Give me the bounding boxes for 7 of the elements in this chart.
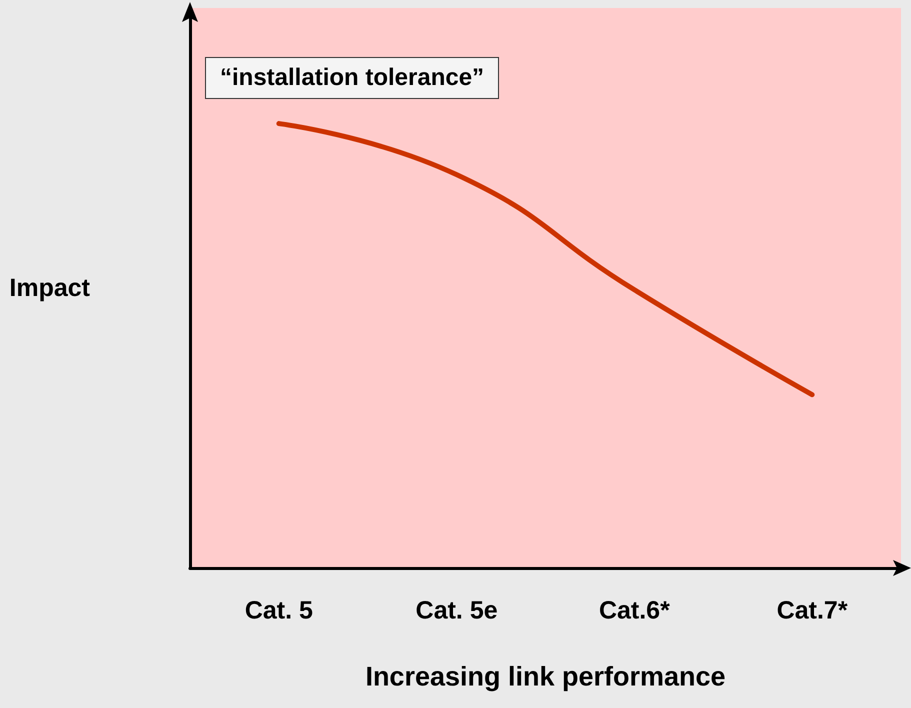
y-axis-title: Impact xyxy=(9,274,91,302)
text: “installation tolerance” xyxy=(205,57,500,99)
x-axis-title: Increasing link performance xyxy=(365,662,726,692)
x-tick-label: Cat.7* xyxy=(776,596,848,624)
x-tick-label: Cat. 5 xyxy=(244,596,314,624)
x-tick-label: Cat. 5e xyxy=(416,596,498,624)
x-tick-label: Cat.6* xyxy=(598,596,670,624)
